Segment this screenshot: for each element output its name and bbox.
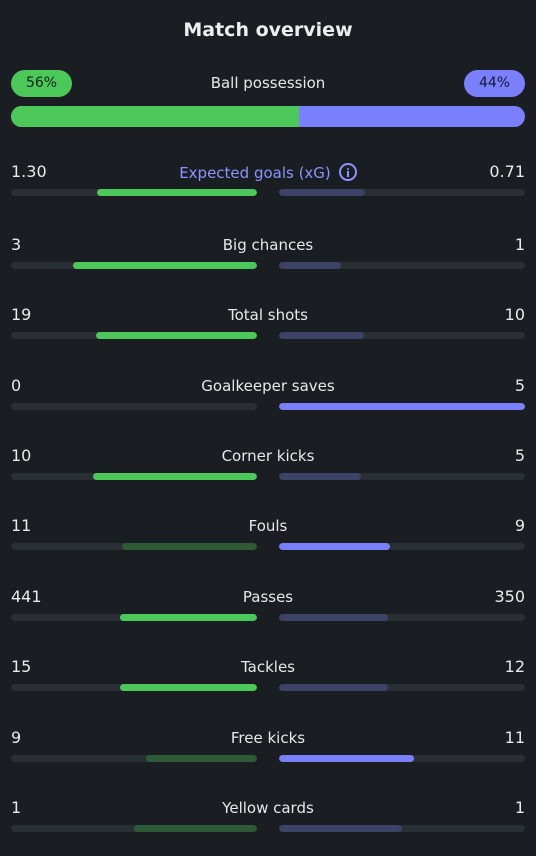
stat-row: 15 Tackles 12 <box>11 657 525 697</box>
away-bar-fill <box>279 262 341 269</box>
home-bar-fill <box>121 543 257 550</box>
away-value: 1 <box>514 798 525 817</box>
away-value: 5 <box>514 376 525 395</box>
away-value: 350 <box>494 587 525 606</box>
stat-label-wrap: Corner kicks <box>11 447 525 465</box>
home-bar-track <box>11 825 257 832</box>
away-bar-track <box>279 825 525 832</box>
away-bar-track <box>279 189 525 196</box>
stat-label-wrap: Goalkeeper saves <box>11 377 525 395</box>
home-value: 0 <box>11 376 22 395</box>
stat-row: 19 Total shots 10 <box>11 305 525 345</box>
stat-row: 1 Yellow cards 1 <box>11 798 525 838</box>
home-bar-track <box>11 755 257 762</box>
stat-row: 10 Corner kicks 5 <box>11 446 525 486</box>
possession-label: Ball possession <box>210 74 326 92</box>
home-bar-fill <box>95 332 257 339</box>
away-value: 10 <box>504 305 525 324</box>
home-bar-fill <box>119 614 257 621</box>
stat-row: 0 Goalkeeper saves 5 <box>11 376 525 416</box>
stat-label: Yellow cards <box>222 799 314 817</box>
info-icon[interactable] <box>338 163 357 181</box>
home-value: 1 <box>11 798 22 817</box>
home-value: 1.30 <box>11 162 47 181</box>
home-bar-fill <box>92 473 257 480</box>
away-bar-track <box>279 543 525 550</box>
page-title: Match overview <box>183 19 353 41</box>
away-value: 9 <box>514 516 525 535</box>
home-bar-track <box>11 543 257 550</box>
stat-row: 441 Passes 350 <box>11 587 525 627</box>
home-value: 11 <box>11 516 32 535</box>
stat-label: Corner kicks <box>221 447 315 465</box>
stat-label: Tackles <box>240 658 296 676</box>
stat-row: 3 Big chances 1 <box>11 235 525 275</box>
home-bar-track <box>11 403 257 410</box>
home-possession-badge: 56% <box>11 70 72 97</box>
home-bar-fill <box>97 189 257 196</box>
away-bar-fill <box>279 332 364 339</box>
away-value: 12 <box>504 657 525 676</box>
stat-label-wrap: Free kicks <box>11 729 525 747</box>
home-value: 9 <box>11 728 22 747</box>
away-bar-fill <box>279 825 402 832</box>
home-bar-fill <box>72 262 257 269</box>
home-bar-track <box>11 332 257 339</box>
away-bar-fill <box>279 403 525 410</box>
away-bar-track <box>279 473 525 480</box>
possession-bar <box>11 106 525 127</box>
stat-label: Goalkeeper saves <box>201 377 335 395</box>
stat-label-wrap: Yellow cards <box>11 799 525 817</box>
stat-label: Big chances <box>222 236 314 254</box>
stat-label-wrap: Tackles <box>11 658 525 676</box>
away-value: 11 <box>504 728 525 747</box>
away-bar-track <box>279 262 525 269</box>
away-value: 0.71 <box>489 162 525 181</box>
stat-label: Passes <box>242 588 294 606</box>
stat-row: 1.30 Expected goals (xG) 0.71 <box>11 162 525 202</box>
home-bar-track <box>11 473 257 480</box>
stat-label: Expected goals (xG) <box>179 164 331 182</box>
home-bar-fill <box>146 755 257 762</box>
stat-label-wrap: Passes <box>11 588 525 606</box>
home-bar-track <box>11 189 257 196</box>
stat-label-wrap: Expected goals (xG) <box>11 163 525 182</box>
home-value: 19 <box>11 305 32 324</box>
away-bar-fill <box>279 189 366 196</box>
home-value: 441 <box>11 587 42 606</box>
away-value: 1 <box>514 235 525 254</box>
stat-label-wrap: Total shots <box>11 306 525 324</box>
home-bar-fill <box>134 825 257 832</box>
away-bar-track <box>279 684 525 691</box>
stat-label-wrap: Big chances <box>11 236 525 254</box>
stat-label: Fouls <box>248 517 288 535</box>
away-bar-fill <box>279 543 390 550</box>
stat-row: 9 Free kicks 11 <box>11 728 525 768</box>
away-value: 5 <box>514 446 525 465</box>
away-bar-fill <box>279 755 415 762</box>
possession-bar-home-fill <box>11 106 299 127</box>
away-bar-track <box>279 755 525 762</box>
away-bar-track <box>279 403 525 410</box>
away-bar-fill <box>279 473 361 480</box>
away-bar-fill <box>279 684 389 691</box>
away-bar-track <box>279 332 525 339</box>
home-value: 15 <box>11 657 32 676</box>
stat-label: Free kicks <box>230 729 306 747</box>
away-bar-fill <box>279 614 388 621</box>
home-bar-track <box>11 262 257 269</box>
stat-label-wrap: Fouls <box>11 517 525 535</box>
stat-row: 11 Fouls 9 <box>11 516 525 556</box>
home-bar-track <box>11 614 257 621</box>
stat-label: Total shots <box>228 306 308 324</box>
home-value: 3 <box>11 235 22 254</box>
away-bar-track <box>279 614 525 621</box>
home-value: 10 <box>11 446 32 465</box>
home-bar-track <box>11 684 257 691</box>
possession-header: 56% Ball possession 44% <box>11 70 525 98</box>
home-bar-fill <box>120 684 257 691</box>
away-possession-badge: 44% <box>464 70 525 97</box>
